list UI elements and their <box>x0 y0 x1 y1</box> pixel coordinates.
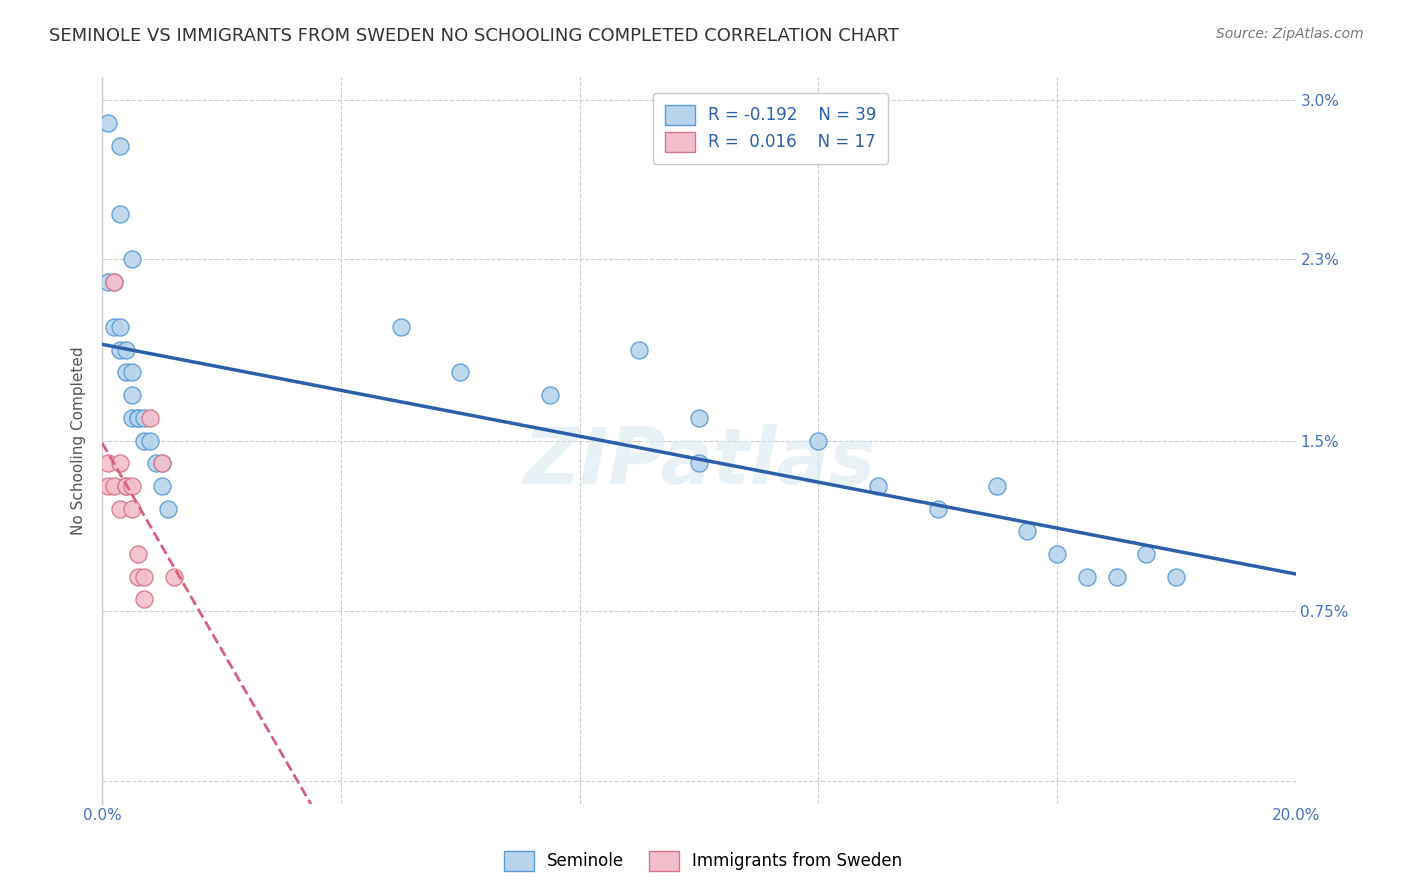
Point <box>156 501 179 516</box>
Point <box>121 479 143 493</box>
Point <box>927 501 949 516</box>
Point <box>115 479 138 493</box>
Point <box>1015 524 1038 539</box>
Point <box>1046 547 1069 561</box>
Point <box>127 547 149 561</box>
Point <box>127 410 149 425</box>
Legend: R = -0.192    N = 39, R =  0.016    N = 17: R = -0.192 N = 39, R = 0.016 N = 17 <box>652 93 889 164</box>
Text: Source: ZipAtlas.com: Source: ZipAtlas.com <box>1216 27 1364 41</box>
Point <box>108 320 131 334</box>
Point <box>121 388 143 402</box>
Point <box>389 320 412 334</box>
Point <box>538 388 561 402</box>
Point <box>986 479 1008 493</box>
Point <box>108 343 131 357</box>
Point <box>97 479 120 493</box>
Point <box>1105 570 1128 584</box>
Point <box>628 343 651 357</box>
Point <box>132 592 155 607</box>
Point <box>115 366 138 380</box>
Point <box>121 252 143 266</box>
Point <box>103 275 125 289</box>
Point <box>103 275 125 289</box>
Point <box>1166 570 1188 584</box>
Point <box>150 456 173 470</box>
Point <box>1076 570 1098 584</box>
Point <box>163 570 186 584</box>
Point <box>108 138 131 153</box>
Y-axis label: No Schooling Completed: No Schooling Completed <box>72 346 86 535</box>
Point <box>139 434 162 448</box>
Point <box>108 501 131 516</box>
Point <box>807 434 830 448</box>
Point <box>127 410 149 425</box>
Point <box>97 456 120 470</box>
Point <box>449 366 471 380</box>
Point <box>688 410 710 425</box>
Point <box>132 570 155 584</box>
Point <box>121 366 143 380</box>
Point <box>1135 547 1157 561</box>
Point <box>103 479 125 493</box>
Point <box>127 570 149 584</box>
Point <box>866 479 889 493</box>
Point <box>103 320 125 334</box>
Text: SEMINOLE VS IMMIGRANTS FROM SWEDEN NO SCHOOLING COMPLETED CORRELATION CHART: SEMINOLE VS IMMIGRANTS FROM SWEDEN NO SC… <box>49 27 900 45</box>
Point <box>150 456 173 470</box>
Point <box>108 456 131 470</box>
Point <box>121 410 143 425</box>
Legend: Seminole, Immigrants from Sweden: Seminole, Immigrants from Sweden <box>495 842 911 880</box>
Text: ZIPatlas: ZIPatlas <box>523 425 875 500</box>
Point <box>97 116 120 130</box>
Point <box>121 501 143 516</box>
Point <box>132 434 155 448</box>
Point <box>115 479 138 493</box>
Point <box>97 275 120 289</box>
Point <box>139 410 162 425</box>
Point <box>115 343 138 357</box>
Point <box>145 456 167 470</box>
Point <box>108 206 131 220</box>
Point <box>132 410 155 425</box>
Point <box>688 456 710 470</box>
Point <box>150 479 173 493</box>
